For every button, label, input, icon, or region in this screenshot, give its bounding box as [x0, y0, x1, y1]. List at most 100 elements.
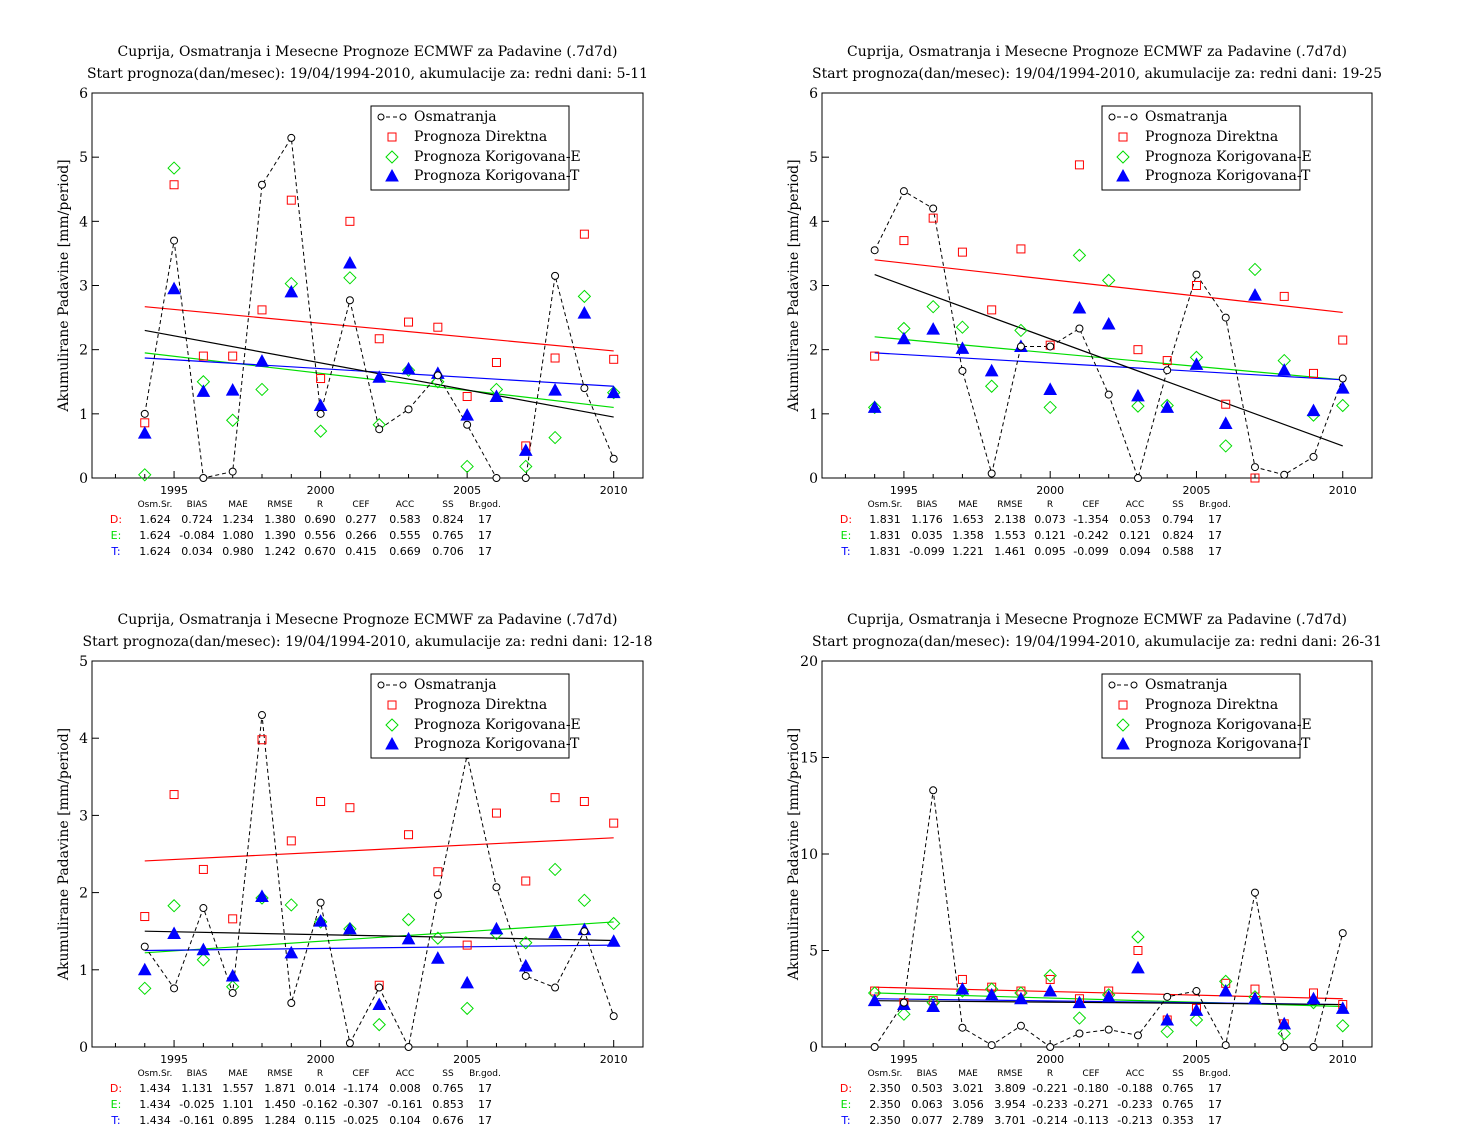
- point-osmatranja: [1163, 992, 1172, 1001]
- stats-row-label: T:: [110, 545, 120, 558]
- point-osmatranja: [199, 474, 208, 482]
- point-osmatranja: [1016, 1021, 1025, 1030]
- legend-label: Prognoza Korigovana-E: [414, 717, 581, 733]
- point-osmatranja: [316, 898, 325, 907]
- y-tick-label: 10: [800, 847, 818, 863]
- stats-header: Osm.Sr.: [138, 1069, 173, 1079]
- point-osmatranja: [1046, 342, 1055, 351]
- point-korigovana-t: [955, 982, 970, 995]
- stats-value: -0.099: [909, 545, 944, 558]
- point-direktna: [579, 229, 589, 239]
- point-direktna: [257, 305, 267, 315]
- point-direktna: [316, 797, 326, 807]
- point-osmatranja: [1133, 1031, 1142, 1040]
- point-direktna: [404, 830, 414, 840]
- legend-marker-osmatranja: [1130, 113, 1138, 121]
- stats-value: 0.669: [389, 545, 421, 558]
- point-korigovana-t: [489, 921, 504, 935]
- point-direktna: [1279, 291, 1289, 301]
- point-direktna: [1074, 160, 1084, 170]
- stats-value: -0.214: [1032, 1114, 1067, 1127]
- legend-label: Prognoza Korigovana-T: [1145, 736, 1311, 752]
- stats-value: 0.895: [222, 1114, 254, 1127]
- point-korigovana-t: [284, 945, 299, 959]
- point-osmatranja: [551, 271, 560, 280]
- legend-marker-osmatranja: [399, 681, 407, 689]
- stats-value: 1.176: [911, 513, 943, 526]
- point-direktna: [928, 213, 938, 223]
- point-korigovana-e: [1131, 399, 1145, 413]
- legend-marker-korigovana-t: [385, 168, 399, 182]
- point-osmatranja: [1163, 366, 1172, 375]
- legend-label: Osmatranja: [414, 109, 497, 125]
- point-korigovana-e: [460, 1001, 474, 1016]
- x-tick-label: 2005: [453, 1053, 481, 1066]
- trend-line-direktna: [144, 306, 614, 352]
- stats-value: 0.765: [432, 529, 464, 542]
- point-osmatranja: [958, 1023, 967, 1032]
- legend-label: Prognoza Korigovana-E: [1145, 717, 1312, 733]
- stats-value: 1.450: [264, 1098, 296, 1111]
- point-korigovana-t: [196, 942, 211, 956]
- x-tick-label: 1995: [890, 484, 918, 497]
- stats-value: 3.701: [994, 1114, 1026, 1127]
- stats-header: CEF: [352, 1069, 369, 1079]
- stats-header: Br.god.: [469, 500, 501, 510]
- point-osmatranja: [199, 904, 208, 913]
- point-direktna: [1338, 335, 1348, 345]
- point-osmatranja: [1133, 474, 1142, 482]
- point-direktna: [1191, 281, 1201, 290]
- stats-value: -0.213: [1117, 1114, 1152, 1127]
- point-direktna: [1308, 368, 1318, 378]
- point-korigovana-t: [225, 968, 240, 982]
- stats-value: 17: [1208, 1098, 1222, 1111]
- stats-value: -0.113: [1073, 1114, 1108, 1127]
- x-tick-label: 1995: [160, 1053, 188, 1066]
- point-osmatranja: [170, 984, 179, 993]
- stats-value: 0.095: [1034, 545, 1066, 558]
- point-korigovana-t: [313, 914, 328, 927]
- point-korigovana-e: [1072, 248, 1087, 263]
- point-osmatranja: [987, 469, 996, 478]
- point-korigovana-t: [1043, 382, 1058, 395]
- stats-header: MAE: [958, 500, 978, 510]
- point-direktna: [550, 793, 560, 803]
- point-osmatranja: [609, 454, 618, 463]
- point-osmatranja: [463, 420, 472, 429]
- x-tick-label: 2010: [600, 484, 628, 497]
- stats-value: 17: [478, 1098, 492, 1111]
- stats-value: -1.354: [1073, 513, 1108, 526]
- point-osmatranja: [433, 371, 442, 380]
- point-korigovana-e: [577, 893, 592, 908]
- point-osmatranja: [929, 204, 938, 213]
- stats-value: 0.503: [911, 1082, 943, 1095]
- stats-header: Osm.Sr.: [138, 500, 173, 510]
- stats-value: 0.073: [1034, 513, 1066, 526]
- point-korigovana-t: [343, 255, 357, 269]
- point-direktna: [228, 351, 238, 361]
- x-tick-label: 2000: [307, 484, 335, 497]
- point-osmatranja: [1280, 470, 1289, 479]
- stats-header: SS: [1172, 500, 1184, 510]
- point-korigovana-t: [1043, 983, 1058, 997]
- point-osmatranja: [257, 711, 266, 720]
- point-direktna: [1162, 356, 1172, 366]
- y-tick-label: 0: [809, 1040, 818, 1056]
- point-direktna: [374, 334, 384, 344]
- point-osmatranja: [1016, 342, 1025, 351]
- y-tick-label: 1: [809, 407, 818, 423]
- x-tick-label: 2000: [1036, 1053, 1064, 1066]
- stats-value: -0.233: [1117, 1098, 1152, 1111]
- series-line-osmatranja: [874, 790, 1344, 1048]
- point-korigovana-t: [137, 962, 152, 976]
- point-osmatranja: [609, 1012, 618, 1021]
- stats-value: -0.271: [1073, 1098, 1108, 1111]
- point-korigovana-t: [401, 361, 416, 375]
- point-osmatranja: [287, 998, 296, 1007]
- stats-value: -0.025: [179, 1098, 214, 1111]
- stats-value: 17: [478, 545, 492, 558]
- point-korigovana-t: [1131, 960, 1145, 974]
- stats-value: 0.035: [911, 529, 943, 542]
- point-korigovana-t: [313, 398, 328, 411]
- stats-value: 0.765: [432, 1082, 464, 1095]
